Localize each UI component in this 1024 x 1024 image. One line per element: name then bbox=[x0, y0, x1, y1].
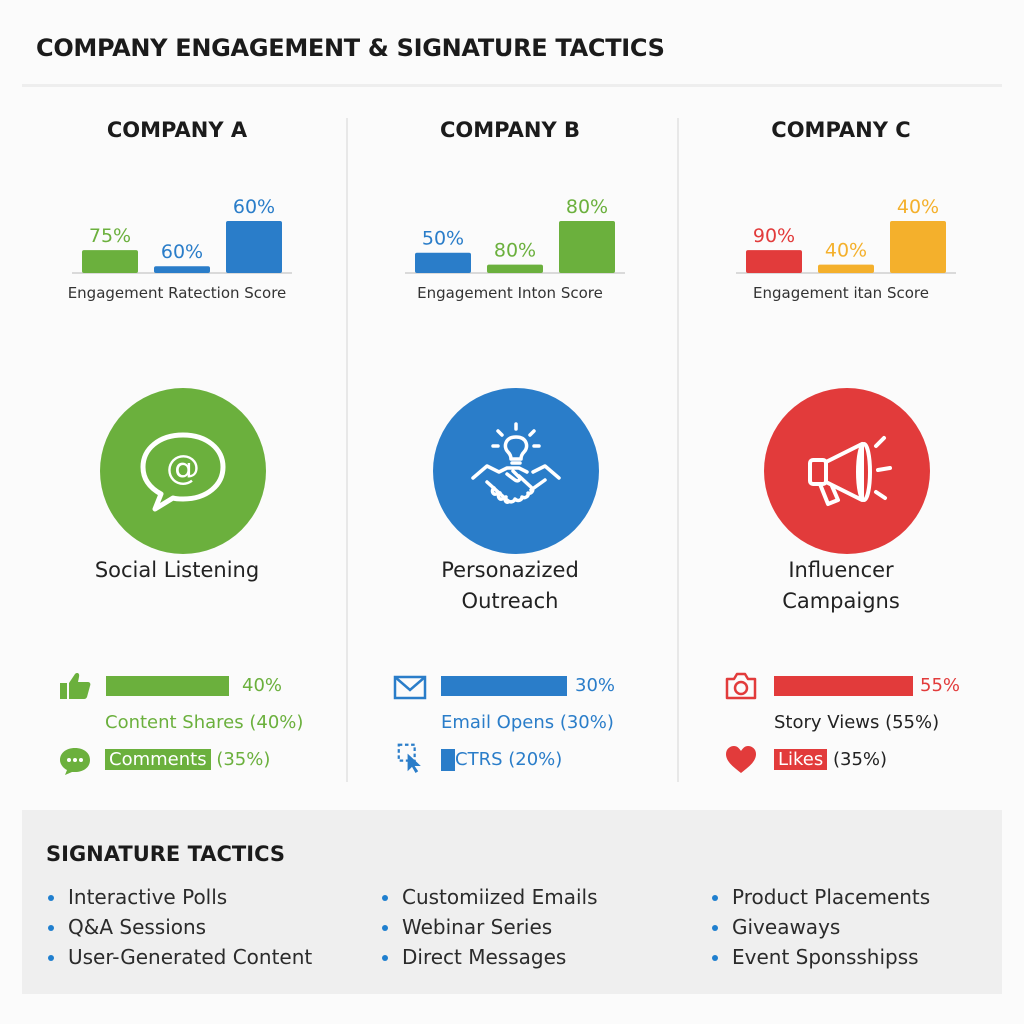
company-b-column: COMPANY B 50% 80% 80% Engagement Inton Sco… bbox=[345, 118, 675, 788]
chart-data-label: 50% bbox=[422, 228, 464, 250]
chart-bar bbox=[818, 264, 874, 273]
comment-bubble-icon bbox=[60, 748, 90, 775]
megaphone-icon bbox=[808, 436, 892, 506]
list-item: Direct Messages bbox=[380, 942, 598, 972]
at-speech-bubble-icon: @ bbox=[140, 432, 226, 512]
list-item: Event Sponsshipss bbox=[710, 942, 930, 972]
list-item: Webinar Series bbox=[380, 912, 598, 942]
signature-tactics-panel: SIGNATURE TACTICS Interactive Polls Q&A … bbox=[22, 810, 1002, 994]
svg-text:@: @ bbox=[166, 448, 200, 488]
page-title: COMPANY ENGAGEMENT & SIGNATURE TACTICS bbox=[36, 34, 665, 62]
signature-tactics-title: SIGNATURE TACTICS bbox=[46, 842, 285, 866]
company-b-chart: 50% 80% 80% bbox=[405, 196, 625, 274]
signature-list-b: Customiized Emails Webinar Series Direct… bbox=[380, 882, 598, 972]
heart-icon bbox=[726, 746, 756, 773]
company-c-chart: 90% 40% 40% bbox=[736, 196, 956, 274]
company-b-icon-circle bbox=[433, 388, 599, 554]
signature-list-a: Interactive Polls Q&A Sessions User-Gene… bbox=[46, 882, 312, 972]
company-a-column: COMPANY A 75% 60% 60% Engagement Ratection… bbox=[12, 118, 342, 788]
chart-bar bbox=[226, 221, 282, 273]
list-item: Product Placements bbox=[710, 882, 930, 912]
comments-label: Comments (35%) bbox=[105, 749, 270, 770]
company-a-chart: 75% 60% 60% bbox=[72, 196, 292, 274]
company-b-chart-xlabel: Engagement Inton Score bbox=[417, 284, 603, 302]
camera-icon bbox=[725, 672, 757, 700]
company-a-tactic: Social Listening bbox=[12, 555, 342, 586]
comments-highlight: Comments bbox=[105, 749, 211, 770]
chart-data-label: 80% bbox=[566, 196, 608, 218]
chart-data-label: 80% bbox=[494, 240, 536, 262]
email-opens-value: 30% bbox=[575, 675, 616, 696]
chart-data-label: 40% bbox=[897, 196, 939, 218]
handshake-lightbulb-icon bbox=[471, 422, 561, 504]
list-item: Giveaways bbox=[710, 912, 930, 942]
chart-data-label: 60% bbox=[161, 241, 203, 263]
chart-bar bbox=[890, 221, 946, 273]
column-divider bbox=[346, 118, 348, 782]
click-cursor-icon bbox=[397, 743, 421, 773]
comments-value: (35%) bbox=[216, 749, 271, 770]
chart-data-label: 90% bbox=[753, 225, 795, 247]
signature-list-c: Product Placements Giveaways Event Spons… bbox=[710, 882, 930, 972]
chart-bar bbox=[415, 252, 471, 273]
thumbs-up-icon bbox=[60, 673, 91, 699]
company-c-icon-circle bbox=[764, 388, 930, 554]
story-views-bar bbox=[774, 676, 913, 696]
chart-bar bbox=[487, 264, 543, 273]
email-opens-label: Email Opens (30%) bbox=[441, 712, 614, 733]
list-item: Interactive Polls bbox=[46, 882, 312, 912]
chart-bar bbox=[746, 250, 802, 273]
chart-data-label: 75% bbox=[89, 225, 131, 247]
email-opens-bar bbox=[441, 676, 567, 696]
company-b-tactic: Personazized Outreach bbox=[345, 555, 675, 617]
tactic-line: Campaigns bbox=[782, 589, 900, 613]
tactic-line: Outreach bbox=[461, 589, 559, 613]
story-views-label: Story Views (55%) bbox=[774, 712, 940, 733]
tactic-line: Personazized bbox=[441, 558, 579, 582]
content-shares-label: Content Shares (40%) bbox=[105, 712, 304, 733]
company-b-title: COMPANY B bbox=[440, 118, 580, 142]
content-shares-value: 40% bbox=[242, 675, 283, 696]
list-item: Customiized Emails bbox=[380, 882, 598, 912]
company-c-tactic: Influencer Campaigns bbox=[676, 555, 1006, 617]
tactic-line: Influencer bbox=[788, 558, 894, 582]
envelope-icon bbox=[393, 675, 427, 700]
chart-data-label: 60% bbox=[233, 196, 275, 218]
column-divider bbox=[677, 118, 679, 782]
story-views-value: 55% bbox=[920, 675, 961, 696]
likes-label: Likes (35%) bbox=[774, 749, 887, 770]
ctrs-bar bbox=[441, 749, 455, 771]
company-c-column: COMPANY C 90% 40% 40% Engagement itan Scor… bbox=[676, 118, 1006, 788]
title-divider bbox=[22, 84, 1002, 87]
company-c-chart-xlabel: Engagement itan Score bbox=[753, 284, 929, 302]
company-c-title: COMPANY C bbox=[771, 118, 911, 142]
list-item: Q&A Sessions bbox=[46, 912, 312, 942]
chart-bar bbox=[82, 250, 138, 273]
content-shares-bar bbox=[106, 676, 229, 696]
ctrs-label: CTRS (20%) bbox=[455, 749, 563, 770]
likes-highlight: Likes bbox=[774, 749, 828, 770]
likes-value: (35%) bbox=[833, 749, 888, 770]
tactic-line: Social Listening bbox=[94, 558, 260, 582]
company-a-title: COMPANY A bbox=[106, 118, 248, 142]
chart-bar bbox=[154, 266, 210, 273]
list-item: User-Generated Content bbox=[46, 942, 312, 972]
company-a-chart-xlabel: Engagement Ratection Score bbox=[67, 284, 287, 302]
company-a-icon-circle: @ bbox=[100, 388, 266, 554]
chart-data-label: 40% bbox=[825, 240, 867, 262]
chart-bar bbox=[559, 221, 615, 273]
